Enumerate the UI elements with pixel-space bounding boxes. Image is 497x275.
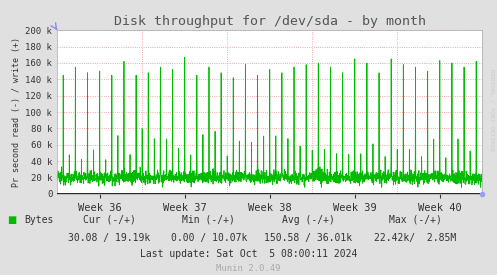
- Y-axis label: Pr second read (-) / write (+): Pr second read (-) / write (+): [12, 37, 21, 187]
- Text: 0.00 / 10.07k: 0.00 / 10.07k: [170, 233, 247, 243]
- Text: 150.58 / 36.01k: 150.58 / 36.01k: [264, 233, 352, 243]
- Text: 22.42k/  2.85M: 22.42k/ 2.85M: [374, 233, 456, 243]
- Title: Disk throughput for /dev/sda - by month: Disk throughput for /dev/sda - by month: [114, 15, 425, 28]
- Text: Last update: Sat Oct  5 08:00:11 2024: Last update: Sat Oct 5 08:00:11 2024: [140, 249, 357, 259]
- Text: Max (-/+): Max (-/+): [389, 215, 441, 225]
- Text: RRDTOOL / TOBI OETIKER: RRDTOOL / TOBI OETIKER: [490, 69, 495, 151]
- Text: Avg (-/+): Avg (-/+): [282, 215, 334, 225]
- Text: Munin 2.0.49: Munin 2.0.49: [216, 265, 281, 273]
- Text: Min (-/+): Min (-/+): [182, 215, 235, 225]
- Text: ■: ■: [7, 215, 17, 225]
- Text: Cur (-/+): Cur (-/+): [83, 215, 136, 225]
- Text: Bytes: Bytes: [24, 215, 53, 225]
- Text: 30.08 / 19.19k: 30.08 / 19.19k: [68, 233, 151, 243]
